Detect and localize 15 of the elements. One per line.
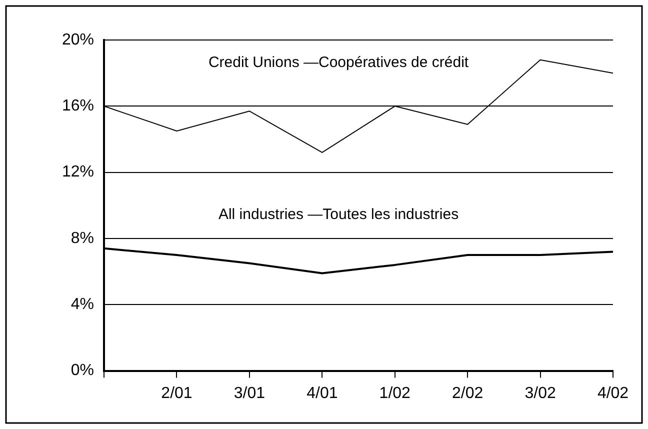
- y-tick-label: 8%: [70, 230, 94, 247]
- y-tick-label: 16%: [62, 98, 94, 115]
- text: Credit Unions —Coopératives de crédit: [208, 54, 470, 71]
- x-tick-label: 3/01: [234, 384, 266, 402]
- x-tick-label: 4/02: [597, 384, 629, 402]
- x-tick-label: 4/01: [306, 384, 338, 402]
- text: All industries —Toutes les industries: [218, 206, 459, 224]
- x-tick-label: 2/02: [452, 384, 484, 402]
- x-tick-label: 1/02: [379, 384, 411, 402]
- y-tick-label: 0%: [70, 362, 94, 380]
- x-tick-label: 2/01: [161, 384, 192, 402]
- y-tick-label: 12%: [62, 164, 94, 181]
- y-tick-label: 20%: [62, 31, 94, 48]
- y-tick-label: 4%: [70, 296, 94, 314]
- x-tick-label: 3/02: [524, 384, 556, 402]
